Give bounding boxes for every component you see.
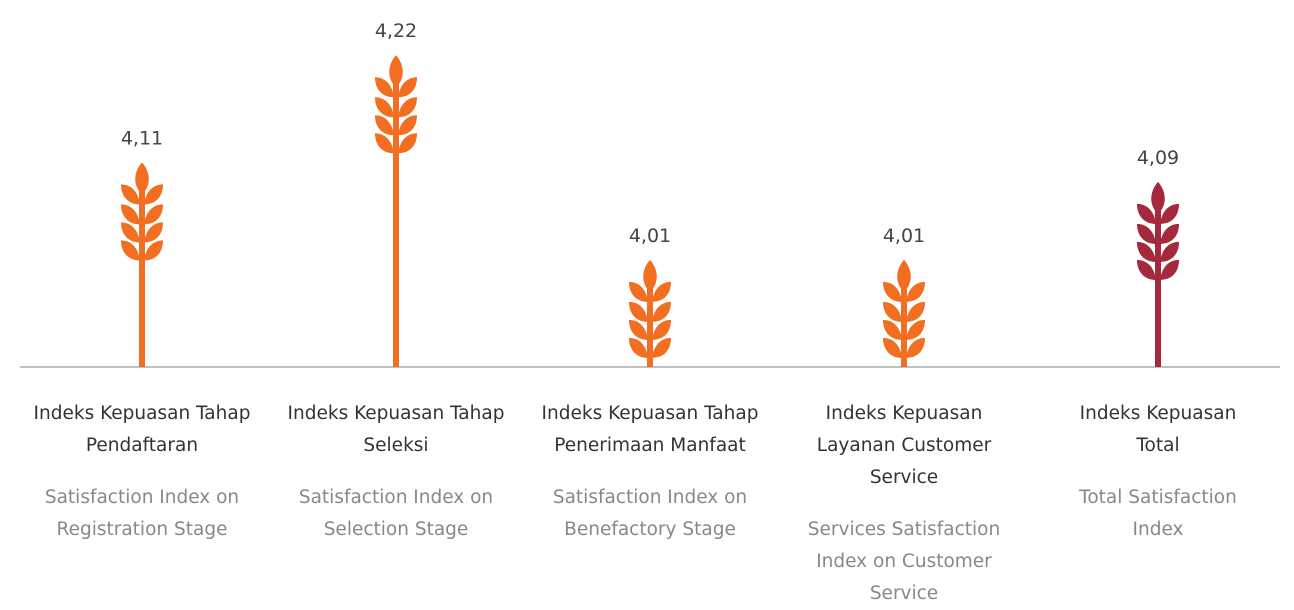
grain <box>1160 259 1179 280</box>
grain <box>883 281 902 302</box>
grain <box>629 301 648 322</box>
grain <box>1137 259 1156 280</box>
grain <box>375 77 394 98</box>
grain <box>398 115 417 136</box>
grain <box>1160 223 1179 244</box>
value-label: 4,11 <box>121 127 163 149</box>
grain <box>1137 223 1156 244</box>
wheat-bar <box>883 259 925 367</box>
grain <box>375 133 394 154</box>
value-label: 4,09 <box>1137 147 1179 169</box>
stem <box>647 279 653 367</box>
grain <box>629 319 648 340</box>
grain <box>144 204 163 225</box>
grain <box>121 204 140 225</box>
grain <box>375 97 394 118</box>
grain <box>398 133 417 154</box>
category-subtitle: Satisfaction Index on Benefactory Stage <box>552 487 748 540</box>
grain <box>121 222 140 243</box>
wheat-bar <box>1137 181 1179 367</box>
grain <box>375 115 394 136</box>
category-name: Indeks Kepuasan Tahap Penerimaan Manfaat <box>541 403 759 456</box>
wheat-bar <box>375 55 417 367</box>
category-label: Indeks Kepuasan Tahap Penerimaan Manfaat… <box>538 398 762 546</box>
grain <box>1160 203 1179 224</box>
category-label: Indeks Kepuasan Tahap Seleksi Satisfactio… <box>284 398 508 546</box>
grain <box>1160 241 1179 262</box>
grain <box>906 281 925 302</box>
grain <box>135 162 149 195</box>
grain <box>121 184 140 205</box>
category-subtitle: Satisfaction Index on Selection Stage <box>298 487 494 540</box>
category-label: Indeks Kepuasan Tahap Pendaftaran Satisfa… <box>30 398 254 546</box>
category-subtitle: Services Satisfaction Index on Customer … <box>807 519 1001 604</box>
wheat-bar <box>121 162 163 367</box>
grain <box>1137 203 1156 224</box>
grain <box>629 337 648 358</box>
grain <box>652 337 671 358</box>
grain <box>1137 241 1156 262</box>
stem <box>393 75 399 367</box>
category-name: Indeks Kepuasan Tahap Seleksi <box>287 403 505 456</box>
grain <box>121 240 140 261</box>
value-label: 4,22 <box>375 20 417 42</box>
grain <box>643 259 657 292</box>
value-label: 4,01 <box>883 225 925 247</box>
grain <box>144 222 163 243</box>
grain <box>906 319 925 340</box>
grain <box>897 259 911 292</box>
grain <box>883 337 902 358</box>
category-name: Indeks Kepuasan Tahap Pendaftaran <box>33 403 251 456</box>
category-name: Indeks Kepuasan Layanan Customer Service <box>816 403 992 488</box>
grain <box>883 301 902 322</box>
grain <box>652 281 671 302</box>
grain <box>144 184 163 205</box>
value-label: 4,01 <box>629 225 671 247</box>
grain <box>652 319 671 340</box>
category-name: Indeks Kepuasan Total <box>1079 403 1237 456</box>
grain <box>144 240 163 261</box>
stem <box>139 182 145 367</box>
category-label: Indeks Kepuasan Total Total Satisfaction … <box>1063 398 1253 546</box>
category-label: Indeks Kepuasan Layanan Customer Service… <box>792 398 1016 610</box>
grain <box>906 301 925 322</box>
grain <box>398 97 417 118</box>
grain <box>629 281 648 302</box>
category-subtitle: Satisfaction Index on Registration Stage <box>44 487 240 540</box>
stem <box>1155 201 1161 367</box>
grain <box>906 337 925 358</box>
grain <box>389 55 403 88</box>
stem <box>901 279 907 367</box>
grain <box>1151 181 1165 214</box>
category-subtitle: Total Satisfaction Index <box>1079 487 1237 540</box>
grain <box>652 301 671 322</box>
grain <box>398 77 417 98</box>
wheat-bar <box>629 259 671 367</box>
grain <box>883 319 902 340</box>
